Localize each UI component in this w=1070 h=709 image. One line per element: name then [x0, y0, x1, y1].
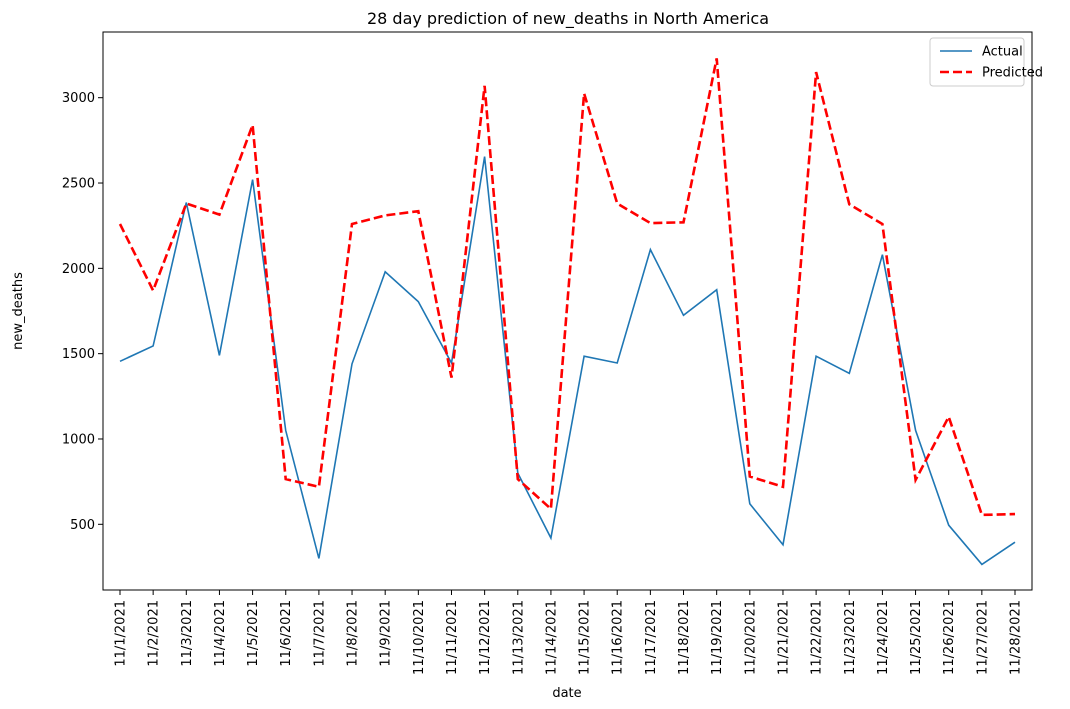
x-tick-label: 11/15/2021 [578, 600, 593, 675]
x-tick-label: 11/7/2021 [312, 600, 327, 667]
x-tick-label: 11/13/2021 [511, 600, 526, 675]
y-tick-label: 2000 [62, 262, 95, 277]
x-tick-label: 11/5/2021 [246, 600, 261, 667]
chart-title: 28 day prediction of new_deaths in North… [367, 9, 769, 29]
x-tick-label: 11/24/2021 [876, 600, 891, 675]
legend-box [929, 37, 1025, 87]
x-tick-label: 11/12/2021 [478, 600, 493, 675]
x-tick-label: 11/16/2021 [611, 600, 626, 675]
x-tick-label: 11/17/2021 [644, 600, 659, 675]
x-tick-label: 11/22/2021 [810, 600, 825, 675]
x-tick-label: 11/27/2021 [975, 600, 990, 675]
y-tick-label: 3000 [62, 91, 95, 106]
x-tick-label: 11/28/2021 [1009, 600, 1024, 675]
y-axis-label: new_deaths [11, 272, 26, 350]
x-tick-label: 11/2/2021 [147, 600, 162, 667]
x-tick-label: 11/6/2021 [279, 600, 294, 667]
x-axis: 11/1/2021 11/2/2021 11/3/2021 11/4/2021 11/5… [114, 590, 1024, 675]
x-tick-label: 11/14/2021 [544, 600, 559, 675]
x-tick-label: 11/18/2021 [677, 600, 692, 675]
x-tick-label: 11/1/2021 [114, 600, 129, 667]
legend-label-predicted: Predicted [982, 66, 1043, 81]
y-tick-label: 1500 [62, 347, 95, 362]
x-tick-label: 11/11/2021 [445, 600, 460, 675]
x-tick-label: 11/10/2021 [412, 600, 427, 675]
x-tick-label: 11/25/2021 [909, 600, 924, 675]
y-tick-label: 2500 [62, 177, 95, 192]
x-axis-label: date [552, 686, 581, 701]
x-tick-label: 11/4/2021 [213, 600, 228, 667]
y-tick-label: 1000 [62, 432, 95, 447]
y-tick-label: 500 [70, 518, 95, 533]
x-tick-label: 11/20/2021 [743, 600, 758, 675]
x-tick-label: 11/9/2021 [379, 600, 394, 667]
y-axis: 500 1000 1500 2000 2500 3000 [62, 91, 103, 533]
legend: Actual Predicted [929, 37, 1043, 87]
series-line-actual [119, 156, 1016, 566]
plot-area-frame [102, 31, 1033, 591]
plot-series [118, 58, 1016, 566]
x-tick-label: 11/19/2021 [710, 600, 725, 675]
x-tick-label: 11/23/2021 [843, 600, 858, 675]
x-tick-label: 11/3/2021 [180, 600, 195, 667]
x-tick-label: 11/8/2021 [346, 600, 361, 667]
legend-label-actual: Actual [982, 45, 1023, 60]
x-tick-label: 11/26/2021 [942, 600, 957, 675]
x-tick-label: 11/21/2021 [777, 600, 792, 675]
series-line-predicted [118, 58, 1016, 517]
